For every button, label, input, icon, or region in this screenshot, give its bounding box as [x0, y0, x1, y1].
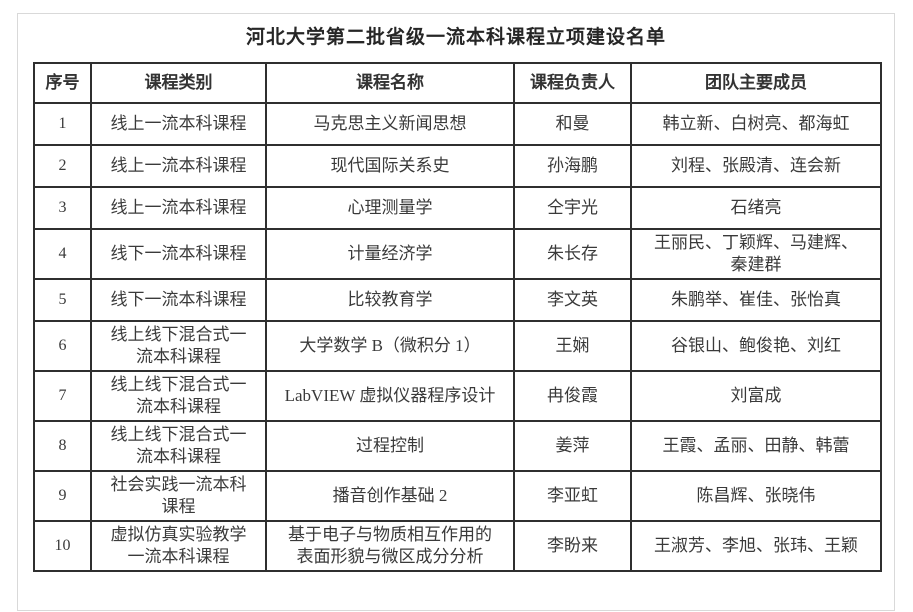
cell-team: 刘富成 [630, 370, 882, 422]
cell-leader: 和曼 [513, 102, 632, 146]
cell-team: 王丽民、丁颖辉、马建辉、秦建群 [630, 228, 882, 280]
cell-leader: 仝宇光 [513, 186, 632, 230]
cell-no: 10 [33, 520, 92, 572]
table-row: 6 线上线下混合式一流本科课程 大学数学 B（微积分 1） 王娴 谷银山、鲍俊艳… [33, 320, 882, 372]
col-header-leader: 课程负责人 [513, 62, 632, 104]
col-header-course: 课程名称 [265, 62, 515, 104]
table-row: 9 社会实践一流本科课程 播音创作基础 2 李亚虹 陈昌辉、张晓伟 [33, 470, 882, 522]
cell-category: 线上一流本科课程 [90, 144, 267, 188]
table-row: 3 线上一流本科课程 心理测量学 仝宇光 石绪亮 [33, 186, 882, 230]
cell-no: 1 [33, 102, 92, 146]
page-frame: 河北大学第二批省级一流本科课程立项建设名单 序号 课程类别 课程名称 课程负责人… [17, 13, 895, 611]
cell-no: 8 [33, 420, 92, 472]
course-table: 序号 课程类别 课程名称 课程负责人 团队主要成员 1 线上一流本科课程 马克思… [33, 62, 882, 572]
cell-leader: 姜萍 [513, 420, 632, 472]
cell-category: 社会实践一流本科课程 [90, 470, 267, 522]
cell-leader: 李盼来 [513, 520, 632, 572]
table-row: 8 线上线下混合式一流本科课程 过程控制 姜萍 王霞、孟丽、田静、韩蕾 [33, 420, 882, 472]
cell-no: 3 [33, 186, 92, 230]
cell-team: 王淑芳、李旭、张玮、王颖 [630, 520, 882, 572]
table-row: 5 线下一流本科课程 比较教育学 李文英 朱鹏举、崔佳、张怡真 [33, 278, 882, 322]
cell-leader: 李文英 [513, 278, 632, 322]
page-title: 河北大学第二批省级一流本科课程立项建设名单 [245, 27, 666, 48]
table-row: 4 线下一流本科课程 计量经济学 朱长存 王丽民、丁颖辉、马建辉、秦建群 [33, 228, 882, 280]
cell-category: 线上线下混合式一流本科课程 [90, 420, 267, 472]
cell-category: 线上一流本科课程 [90, 186, 267, 230]
cell-course: 播音创作基础 2 [265, 470, 515, 522]
cell-leader: 李亚虹 [513, 470, 632, 522]
cell-no: 7 [33, 370, 92, 422]
cell-category: 线下一流本科课程 [90, 228, 267, 280]
cell-team: 刘程、张殿清、连会新 [630, 144, 882, 188]
cell-team: 谷银山、鲍俊艳、刘红 [630, 320, 882, 372]
table-row: 1 线上一流本科课程 马克思主义新闻思想 和曼 韩立新、白树亮、都海虹 [33, 102, 882, 146]
table-row: 2 线上一流本科课程 现代国际关系史 孙海鹏 刘程、张殿清、连会新 [33, 144, 882, 188]
col-header-no: 序号 [33, 62, 92, 104]
cell-course: 心理测量学 [265, 186, 515, 230]
col-header-category: 课程类别 [90, 62, 267, 104]
cell-category: 线下一流本科课程 [90, 278, 267, 322]
cell-course: 马克思主义新闻思想 [265, 102, 515, 146]
cell-no: 4 [33, 228, 92, 280]
cell-no: 6 [33, 320, 92, 372]
cell-team: 石绪亮 [630, 186, 882, 230]
cell-team: 韩立新、白树亮、都海虹 [630, 102, 882, 146]
cell-team: 朱鹏举、崔佳、张怡真 [630, 278, 882, 322]
cell-course: 过程控制 [265, 420, 515, 472]
cell-leader: 冉俊霞 [513, 370, 632, 422]
cell-team: 王霞、孟丽、田静、韩蕾 [630, 420, 882, 472]
table-row: 7 线上线下混合式一流本科课程 LabVIEW 虚拟仪器程序设计 冉俊霞 刘富成 [33, 370, 882, 422]
cell-category: 线上一流本科课程 [90, 102, 267, 146]
cell-no: 2 [33, 144, 92, 188]
cell-course: 计量经济学 [265, 228, 515, 280]
cell-category: 虚拟仿真实验教学一流本科课程 [90, 520, 267, 572]
cell-no: 9 [33, 470, 92, 522]
cell-leader: 孙海鹏 [513, 144, 632, 188]
cell-no: 5 [33, 278, 92, 322]
table-header-row: 序号 课程类别 课程名称 课程负责人 团队主要成员 [33, 62, 882, 104]
table-row: 10 虚拟仿真实验教学一流本科课程 基于电子与物质相互作用的表面形貌与微区成分分… [33, 520, 882, 572]
cell-course: 大学数学 B（微积分 1） [265, 320, 515, 372]
table-body: 1 线上一流本科课程 马克思主义新闻思想 和曼 韩立新、白树亮、都海虹 2 线上… [33, 102, 882, 572]
cell-team: 陈昌辉、张晓伟 [630, 470, 882, 522]
cell-category: 线上线下混合式一流本科课程 [90, 370, 267, 422]
cell-leader: 朱长存 [513, 228, 632, 280]
cell-course: 比较教育学 [265, 278, 515, 322]
cell-category: 线上线下混合式一流本科课程 [90, 320, 267, 372]
col-header-team: 团队主要成员 [630, 62, 882, 104]
cell-course: 现代国际关系史 [265, 144, 515, 188]
cell-course: 基于电子与物质相互作用的表面形貌与微区成分分析 [265, 520, 515, 572]
cell-course: LabVIEW 虚拟仪器程序设计 [265, 370, 515, 422]
cell-leader: 王娴 [513, 320, 632, 372]
